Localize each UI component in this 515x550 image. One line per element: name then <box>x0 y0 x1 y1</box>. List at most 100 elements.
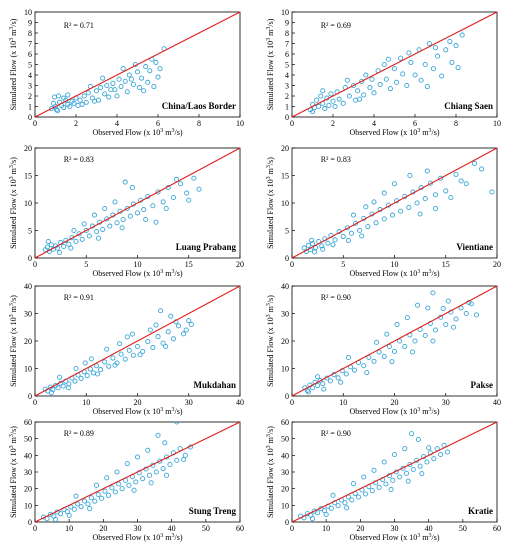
data-point <box>453 171 459 177</box>
data-point <box>141 88 147 94</box>
data-point <box>61 95 67 101</box>
y-tick-label: 15 <box>281 172 289 181</box>
data-point <box>489 189 495 195</box>
x-tick-label: 6 <box>156 119 160 128</box>
data-point <box>104 346 110 352</box>
y-axis-label-exp: 3 <box>9 38 15 41</box>
data-point <box>371 358 377 364</box>
data-point <box>376 484 382 490</box>
data-point <box>71 100 77 106</box>
data-point <box>150 203 156 209</box>
y-axis-label: Simulated Flow (x 103 m3/s) <box>9 295 18 387</box>
data-point <box>79 236 85 242</box>
data-point <box>124 205 130 212</box>
y-tick-label: 1 <box>28 103 32 112</box>
x-tick-label: 20 <box>236 260 244 269</box>
y-axis-label-end: /s) <box>9 295 18 303</box>
station-name: Vientiane <box>456 242 493 252</box>
data-point <box>90 370 96 376</box>
y-tick-label: 3 <box>28 82 32 91</box>
data-point <box>328 91 334 97</box>
data-point <box>325 240 331 246</box>
data-point <box>455 65 461 71</box>
data-point <box>174 422 180 425</box>
data-point <box>182 452 188 458</box>
data-point <box>322 106 328 112</box>
y-axis-label-end: /s) <box>9 157 18 165</box>
data-point <box>408 59 414 65</box>
x-axis-label-end: /s) <box>432 533 440 542</box>
x-tick-label: 40 <box>425 524 433 533</box>
data-point <box>305 242 311 248</box>
data-point <box>369 76 375 82</box>
data-point <box>438 175 444 181</box>
x-tick-label: 30 <box>185 398 193 407</box>
data-point <box>92 498 98 504</box>
y-tick-label: 2 <box>285 92 289 101</box>
data-point <box>320 88 326 94</box>
x-tick-label: 20 <box>134 398 142 407</box>
data-point <box>468 301 474 307</box>
data-point <box>168 313 174 319</box>
data-point <box>184 190 190 196</box>
data-point <box>426 445 432 451</box>
data-point <box>383 76 389 82</box>
data-point <box>409 349 415 355</box>
y-tick-label: 7 <box>285 40 289 49</box>
x-tick-label: 5 <box>341 260 345 269</box>
data-point <box>124 89 130 95</box>
data-point <box>145 79 151 85</box>
data-point <box>177 181 184 187</box>
data-point <box>332 103 338 110</box>
x-axis-label-main: Observed Flow (x 10 <box>92 269 160 278</box>
data-point <box>181 331 187 337</box>
data-point <box>432 205 439 212</box>
data-point <box>88 356 94 362</box>
x-axis-label-unit-exp: 3 <box>172 128 175 134</box>
data-point <box>82 360 88 366</box>
data-point <box>153 469 159 475</box>
data-point <box>402 446 408 452</box>
station-name: China/Laos Border <box>162 101 236 111</box>
data-point <box>55 385 61 391</box>
data-point <box>389 359 395 365</box>
x-axis-label-unit: m <box>163 533 172 542</box>
x-axis-label-exp: 3 <box>417 269 420 275</box>
data-point <box>94 371 101 377</box>
data-point <box>406 50 412 56</box>
data-point <box>140 348 146 355</box>
data-point <box>342 500 348 506</box>
data-point <box>52 516 59 522</box>
data-point <box>381 190 387 196</box>
y-tick-label: 10 <box>24 199 32 208</box>
data-point <box>424 84 430 90</box>
x-axis-label-main: Observed Flow (x 10 <box>349 128 417 137</box>
x-tick-label: 0 <box>290 524 294 533</box>
data-point <box>116 76 122 82</box>
data-point <box>122 78 128 84</box>
x-tick-label: 30 <box>134 524 142 533</box>
y-axis-label-unit-exp: 3 <box>9 303 15 306</box>
data-point <box>112 199 118 205</box>
data-point <box>371 199 377 205</box>
data-point <box>117 341 123 347</box>
x-axis-label: Observed Flow (x 103 m3/s) <box>92 269 182 278</box>
y-tick-label: 30 <box>281 310 289 319</box>
data-point <box>120 66 126 72</box>
data-point <box>174 457 180 463</box>
data-point <box>139 75 145 81</box>
data-point <box>391 66 398 72</box>
x-tick-label: 50 <box>202 524 210 533</box>
x-tick-label: 40 <box>168 524 176 533</box>
y-axis-label-unit-exp: 3 <box>266 165 272 168</box>
data-point <box>130 81 136 87</box>
data-point <box>110 355 116 361</box>
x-axis-label-exp: 3 <box>160 269 163 275</box>
data-point <box>323 511 329 518</box>
data-point <box>105 492 112 498</box>
data-point <box>350 82 357 89</box>
y-tick-label: 0 <box>28 518 32 527</box>
x-axis-label-exp: 3 <box>417 533 420 539</box>
data-point <box>136 85 143 91</box>
data-point <box>391 348 398 355</box>
